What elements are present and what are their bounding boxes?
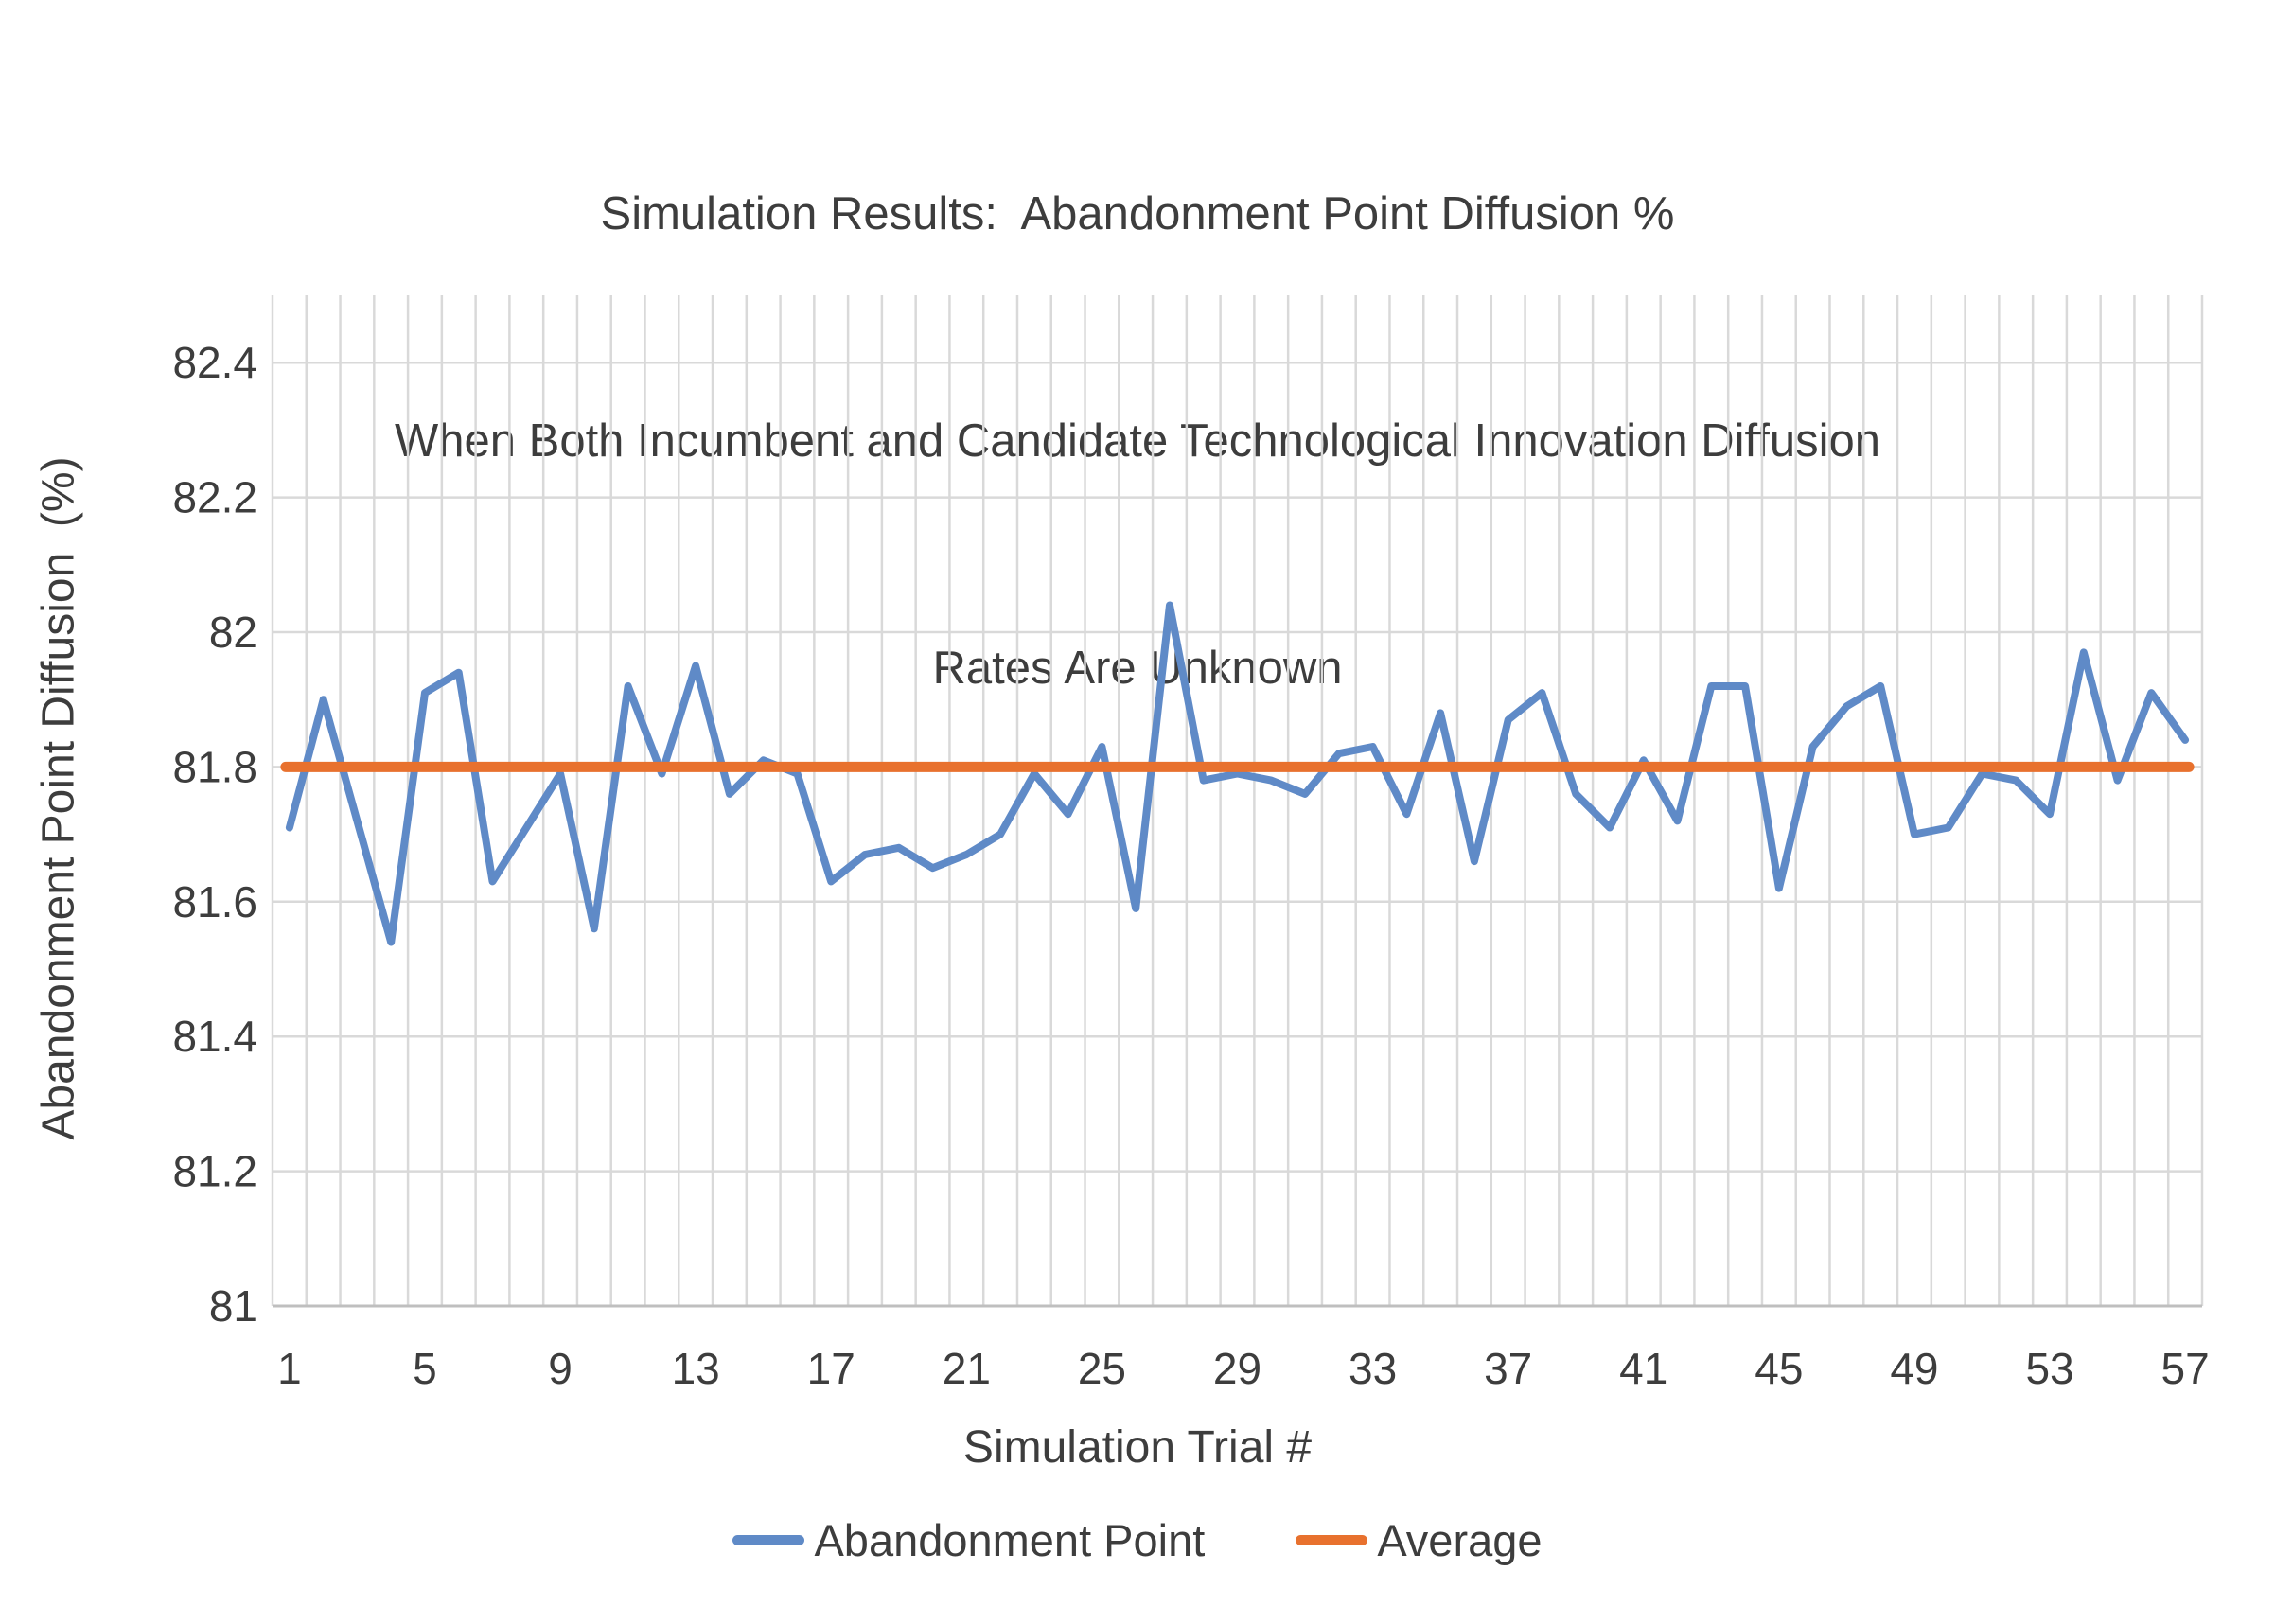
x-tick-label: 57 — [2161, 1344, 2210, 1393]
y-tick-label: 81 — [209, 1281, 257, 1331]
x-tick-label: 29 — [1213, 1344, 1261, 1393]
y-tick-label: 82 — [209, 608, 257, 657]
legend-item-average[interactable]: Average — [1296, 1514, 1543, 1566]
legend-line-sample-orange — [1296, 1535, 1368, 1545]
x-tick-label: 49 — [1890, 1344, 1938, 1393]
x-tick-label: 13 — [672, 1344, 720, 1393]
x-tick-label: 45 — [1755, 1344, 1803, 1393]
x-tick-label: 5 — [413, 1344, 437, 1393]
x-axis-title: Simulation Trial # — [962, 1422, 1313, 1473]
x-tick-label: 37 — [1484, 1344, 1532, 1393]
x-tick-label: 33 — [1349, 1344, 1397, 1393]
y-tick-label: 82.4 — [172, 338, 257, 387]
y-tick-label: 82.2 — [172, 473, 257, 522]
x-tick-label: 17 — [807, 1344, 855, 1393]
legend-label-abandonment-point: Abandonment Point — [814, 1515, 1206, 1565]
x-tick-label: 1 — [277, 1344, 302, 1393]
x-tick-label: 21 — [943, 1344, 991, 1393]
x-tick-label: 25 — [1078, 1344, 1126, 1393]
y-axis-title: Abandonment Point Diffusion (%) — [33, 456, 84, 1140]
chart-title-line-1: Simulation Results: Abandonment Point Di… — [600, 188, 1675, 239]
x-tick-label: 53 — [2025, 1344, 2073, 1393]
series-abandonment-point-line[interactable] — [285, 601, 2190, 946]
y-tick-label: 81.8 — [172, 742, 257, 791]
y-tick-label: 81.2 — [172, 1147, 257, 1196]
x-tick-label: 9 — [548, 1344, 573, 1393]
x-tick-label: 41 — [1619, 1344, 1667, 1393]
legend-label-average: Average — [1377, 1515, 1543, 1565]
y-tick-label: 81.4 — [172, 1012, 257, 1061]
legend-line-sample-blue — [732, 1535, 805, 1545]
y-tick-label: 81.6 — [172, 877, 257, 927]
legend-item-abandonment-point[interactable]: Abandonment Point — [732, 1514, 1205, 1566]
chart-legend: Abandonment Point Average — [0, 1514, 2275, 1566]
